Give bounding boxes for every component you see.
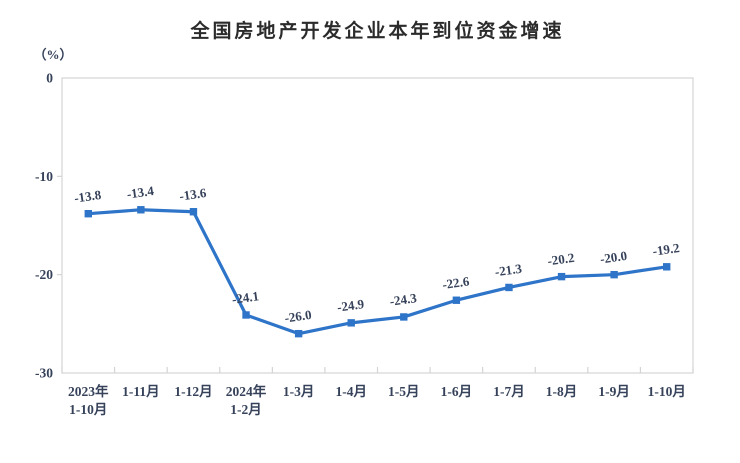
x-axis-label: 1-6月	[441, 384, 473, 399]
data-point-marker	[505, 283, 513, 292]
x-axis-label: 1-11月	[122, 384, 160, 399]
data-point-label: -24.1	[231, 288, 260, 307]
x-axis-label: 1-7月	[493, 384, 525, 399]
data-point-label: -20.0	[599, 248, 628, 267]
data-point-marker	[610, 270, 618, 279]
data-point-marker	[84, 210, 92, 218]
y-axis-tick-label: -10	[35, 169, 53, 184]
data-point-marker	[242, 311, 250, 319]
x-axis-label: 1-8月	[546, 384, 578, 399]
data-point-label: -19.2	[652, 240, 681, 259]
data-point-marker	[347, 319, 355, 327]
data-point-label: -24.3	[389, 290, 418, 309]
data-point-label: -13.6	[178, 185, 207, 204]
data-point-label: -26.0	[284, 307, 313, 326]
data-point-marker	[137, 206, 145, 214]
data-line	[86, 208, 669, 336]
data-point-label: -20.2	[546, 250, 575, 269]
data-point-label: -21.3	[494, 261, 523, 280]
data-point-marker	[663, 263, 671, 271]
data-point-marker	[400, 313, 408, 321]
x-axis-label: 1-3月	[283, 384, 315, 399]
x-axis-label: 1-9月	[598, 384, 630, 399]
plot-border	[61, 77, 694, 374]
data-point-label: -13.4	[126, 183, 155, 202]
data-point-marker	[294, 329, 303, 338]
data-point-label: -24.9	[336, 296, 365, 315]
data-point-marker	[452, 296, 461, 304]
x-axis-label: 1-10月	[648, 384, 686, 399]
y-axis-unit-label: （%）	[33, 47, 73, 62]
y-axis-tick-label: -30	[35, 366, 53, 381]
x-axis-label: 2024年 1-2月	[226, 383, 267, 417]
data-point-marker	[189, 208, 198, 216]
x-axis-label: 1-4月	[335, 384, 367, 399]
data-point-label: -13.8	[73, 187, 102, 206]
data-point-label: -22.6	[441, 273, 470, 292]
data-point-marker	[557, 272, 566, 281]
y-axis-tick-label: -20	[35, 267, 53, 282]
chart-title: 全国房地产开发企业本年到位资金增速	[190, 21, 565, 42]
x-axis-label: 1-5月	[388, 384, 420, 399]
y-axis-tick-label: 0	[46, 71, 53, 86]
x-axis-label: 1-12月	[174, 384, 212, 399]
x-axis-label: 2023年 1-10月	[68, 383, 109, 417]
